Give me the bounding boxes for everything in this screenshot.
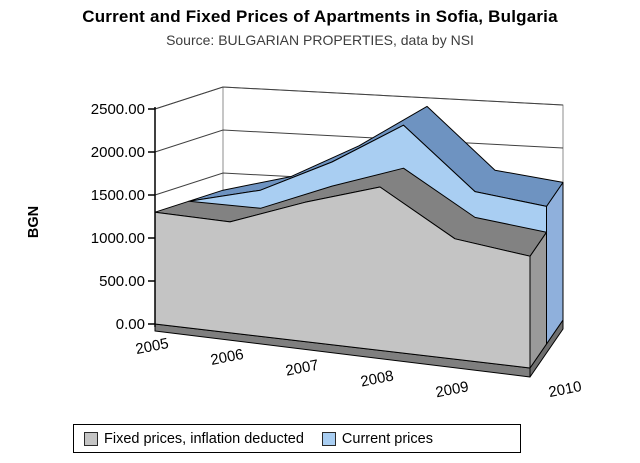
legend-label-fixed-prices: Fixed prices, inflation deducted [104, 430, 304, 447]
chart-title: Current and Fixed Prices of Apartments i… [82, 7, 558, 26]
x-axis-label: 2010 [547, 378, 583, 401]
y-axis-title: BGN [26, 206, 42, 238]
y-tick-label: 500.00 [99, 273, 145, 290]
x-axis-label: 2007 [284, 357, 320, 380]
plot-3d-layers: 0.00 500.00 1000.00 1500.00 2000.00 2500.00 20… [91, 86, 583, 401]
y-tick-label: 1500.00 [91, 187, 145, 204]
legend-swatch-current-prices-icon [321, 431, 336, 446]
y-tick-label: 1000.00 [91, 230, 145, 247]
legend: Fixed prices, inflation deducted Current… [73, 424, 521, 453]
legend-item-fixed-prices: Fixed prices, inflation deducted [84, 431, 304, 447]
gridline [154, 86, 564, 110]
area-right-face-current-prices [546, 181, 564, 345]
y-tick-label: 2000.00 [91, 144, 145, 161]
y-tick-label: 0.00 [116, 316, 145, 333]
area-front-face-fixed-prices [154, 186, 531, 369]
x-axis-label: 2008 [359, 367, 395, 390]
x-axis-label: 2006 [209, 346, 245, 369]
legend-item-current-prices: Current prices [321, 430, 433, 447]
legend-label-current-prices: Current prices [341, 430, 433, 447]
x-axis-label: 2009 [434, 378, 470, 401]
y-tick-label: 2500.00 [91, 101, 145, 118]
chart-subtitle: Source: BULGARIAN PROPERTIES, data by NS… [166, 32, 474, 48]
x-axis-label: 2005 [134, 335, 170, 358]
legend-swatch-fixed-prices-icon [84, 431, 98, 446]
